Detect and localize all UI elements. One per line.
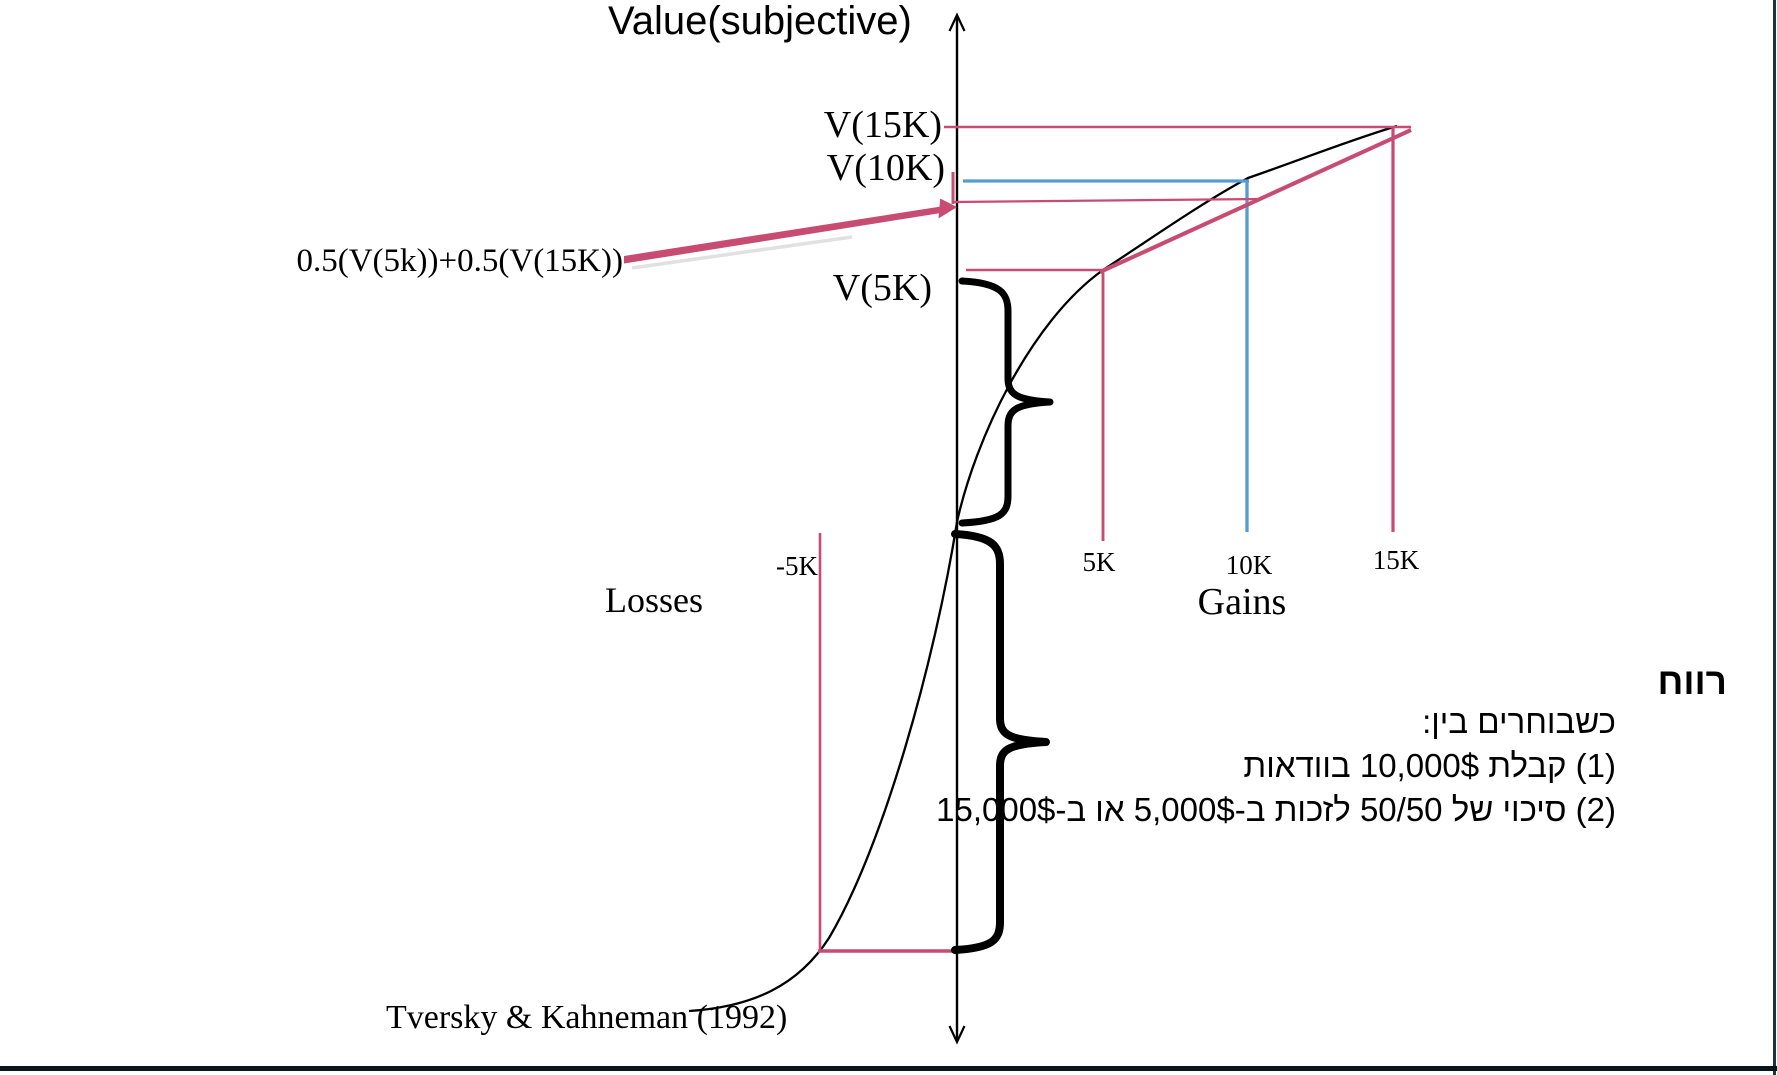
v5k-label: V(5K) (832, 267, 932, 309)
expected-value-hline (952, 197, 1262, 204)
y-axis-arrow-top-icon (948, 12, 966, 32)
tick-5k-label: 5K (1082, 547, 1116, 577)
expected-value-arrow (624, 206, 941, 264)
v10k-label: V(10K) (826, 147, 945, 189)
tick-10k-label: 10K (1225, 550, 1273, 580)
lower-brace (951, 530, 1050, 954)
hebrew-line-2: (1) קבלת 10,000$ בוודאות (1243, 747, 1616, 784)
arrow-shadow (631, 235, 853, 270)
gamble-chord-line (1099, 128, 1412, 274)
expected-value-arrowhead-icon (938, 198, 957, 219)
y-axis-arrow-bottom-icon (948, 1025, 966, 1045)
hebrew-title: רווח (1657, 661, 1727, 702)
tick-neg5k-label: -5K (776, 551, 818, 581)
value-curve (688, 124, 1398, 1013)
slide-right-border (1773, 0, 1776, 1075)
citation: Tversky & Kahneman (1992) (386, 999, 788, 1036)
chart-title: Value(subjective) (608, 0, 912, 43)
upper-brace (958, 277, 1054, 527)
hebrew-line-3: (2) סיכוי של 50/50 לזכות ב-5,000$ או ב-1… (936, 791, 1616, 828)
tick-15k-label: 15K (1372, 545, 1420, 575)
slide-bottom-border (0, 1066, 1777, 1071)
v15k-label: V(15K) (823, 104, 942, 146)
hebrew-text-block: כשבוחרים בין: (1) קבלת 10,000$ בוודאות (… (936, 700, 1616, 832)
hebrew-line-1: כשבוחרים בין: (1422, 703, 1616, 740)
losses-label: Losses (605, 580, 703, 620)
expected-value-label: 0.5(V(5k))+0.5(V(15K)) (296, 243, 623, 279)
gains-label: Gains (1197, 581, 1287, 623)
